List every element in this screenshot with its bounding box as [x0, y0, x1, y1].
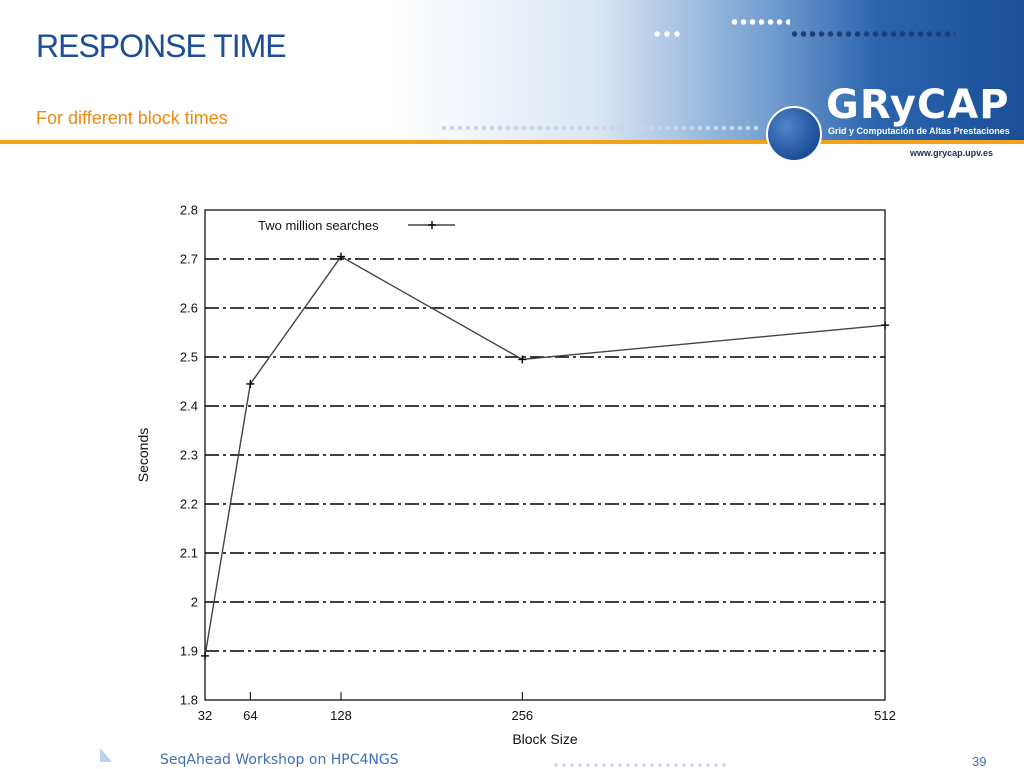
header-dot-pattern [652, 30, 684, 38]
y-tick-label: 2.3 [180, 448, 198, 463]
header-band [0, 0, 1024, 142]
y-tick-label: 2.5 [180, 350, 198, 365]
logo-tagline: Grid y Computación de Altas Prestaciones [828, 126, 1010, 136]
grycap-logo: GRyCAP Grid y Computación de Altas Prest… [752, 82, 1014, 162]
slide-subtitle: For different block times [36, 108, 228, 128]
x-tick-label: 256 [511, 708, 533, 723]
header-divider [0, 140, 1024, 144]
y-tick-label: 1.9 [180, 644, 198, 659]
y-tick-label: 2.2 [180, 497, 198, 512]
data-point [518, 355, 527, 364]
header-dot-pattern [440, 124, 760, 132]
y-tick-label: 2.1 [180, 546, 198, 561]
y-tick-label: 2.4 [180, 399, 198, 414]
logo-wordmark: GRyCAP [826, 82, 1010, 128]
slide-title: RESPONSE TIME [36, 28, 287, 64]
globe-icon [766, 106, 822, 162]
header-dot-pattern [730, 18, 790, 26]
legend-label: Two million searches [258, 218, 379, 233]
data-point [246, 379, 255, 388]
page-number: 39 [972, 754, 987, 769]
y-tick-label: 2.8 [180, 203, 198, 218]
x-tick-label: 32 [198, 708, 212, 723]
y-tick-label: 2.7 [180, 252, 198, 267]
x-tick-label: 512 [874, 708, 896, 723]
footer-triangle-icon [100, 748, 112, 762]
x-tick-label: 64 [243, 708, 257, 723]
logo-url: www.grycap.upv.es [910, 148, 994, 158]
data-point [201, 651, 209, 660]
y-tick-label: 2.6 [180, 301, 198, 316]
y-axis-title: Seconds [135, 428, 151, 482]
y-tick-label: 2 [191, 595, 198, 610]
header-dot-pattern [790, 30, 955, 38]
series-line [204, 255, 886, 657]
plot-frame [204, 209, 886, 701]
x-tick-label: 128 [330, 708, 352, 723]
x-axis-title: Block Size [512, 731, 578, 747]
footer-dot-pattern [552, 762, 727, 768]
data-point [337, 252, 345, 261]
y-tick-label: 1.8 [180, 693, 198, 708]
data-point [881, 321, 889, 330]
footer-text: SeqAhead Workshop on HPC4NGS [160, 752, 399, 768]
